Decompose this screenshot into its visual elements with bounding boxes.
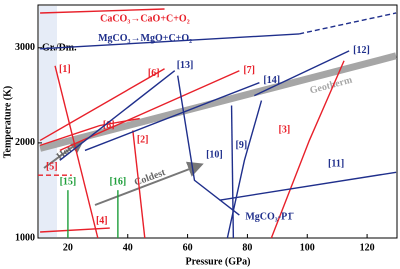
x-tick-label: 40	[123, 242, 133, 253]
curve	[270, 60, 345, 239]
curve-label: [1]	[59, 64, 71, 75]
curve	[39, 68, 165, 142]
curve	[230, 105, 235, 239]
x-tick-label: 100	[300, 242, 315, 253]
curve	[40, 8, 165, 14]
gr-dm-region	[39, 6, 57, 237]
curve-label: [12]	[353, 45, 370, 56]
curve-label: [16]	[110, 176, 127, 187]
curve	[299, 12, 397, 35]
curve	[226, 100, 263, 239]
y-axis-title: Temperature (K)	[2, 86, 13, 159]
x-axis-title: Pressure (GPa)	[186, 256, 251, 267]
curve-label: [10]	[206, 150, 223, 161]
x-tick-label: 60	[183, 242, 193, 253]
x-tick-label: 120	[360, 242, 375, 253]
curve-label: [15]	[60, 176, 77, 187]
y-tick-label: 1000	[15, 232, 35, 243]
curve-label: [8]	[103, 120, 115, 131]
curve	[40, 33, 300, 50]
y-tick-label: 3000	[15, 42, 35, 53]
curve-label: [3]	[279, 125, 291, 136]
curve	[59, 70, 176, 161]
curve-label: [9]	[236, 140, 248, 151]
curve-label: MgCO₃-P1̄	[245, 211, 294, 222]
curve-label: [13]	[177, 60, 194, 71]
curve-label: [11]	[328, 159, 344, 170]
curve	[40, 227, 110, 233]
x-tick-label: 20	[63, 242, 73, 253]
curve	[132, 130, 146, 239]
curve-label: [14]	[263, 75, 280, 86]
hot-arrow	[43, 137, 86, 169]
curve	[253, 50, 350, 97]
curve-label: [7]	[243, 65, 255, 76]
curve	[84, 82, 260, 152]
curve-label: [4]	[96, 215, 108, 226]
curve	[219, 171, 397, 201]
plot-frame	[37, 4, 398, 239]
curve-label: [6]	[148, 68, 160, 79]
curve-label: MgCO₃→MgO+C+O₂	[98, 33, 192, 44]
curve	[39, 117, 140, 147]
y-tick-label: 2000	[15, 137, 35, 148]
curve-label: CaCO₃→CaO+C+O₂	[100, 13, 190, 24]
curve	[177, 75, 240, 216]
x-tick-label: 80	[242, 242, 252, 253]
curve-label: [5]	[46, 162, 58, 173]
curve-label: [2]	[137, 135, 149, 146]
curve	[54, 65, 99, 239]
coldest-arrow	[94, 161, 204, 206]
